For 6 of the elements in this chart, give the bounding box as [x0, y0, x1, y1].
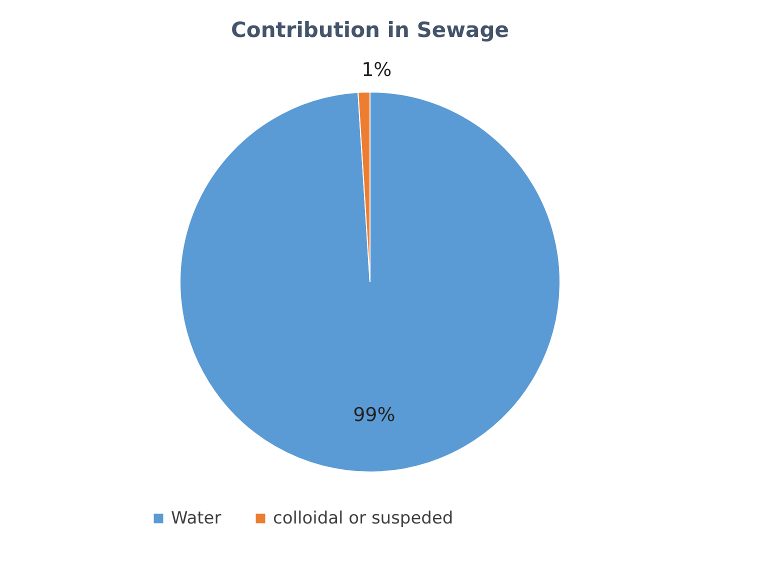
legend-label: Water [171, 508, 222, 529]
pie-slice [180, 92, 560, 472]
data-label: 1% [362, 59, 392, 82]
chart-title: Contribution in Sewage [231, 18, 509, 42]
data-label: 99% [353, 404, 396, 426]
legend-label: colloidal or suspeded [273, 508, 454, 529]
